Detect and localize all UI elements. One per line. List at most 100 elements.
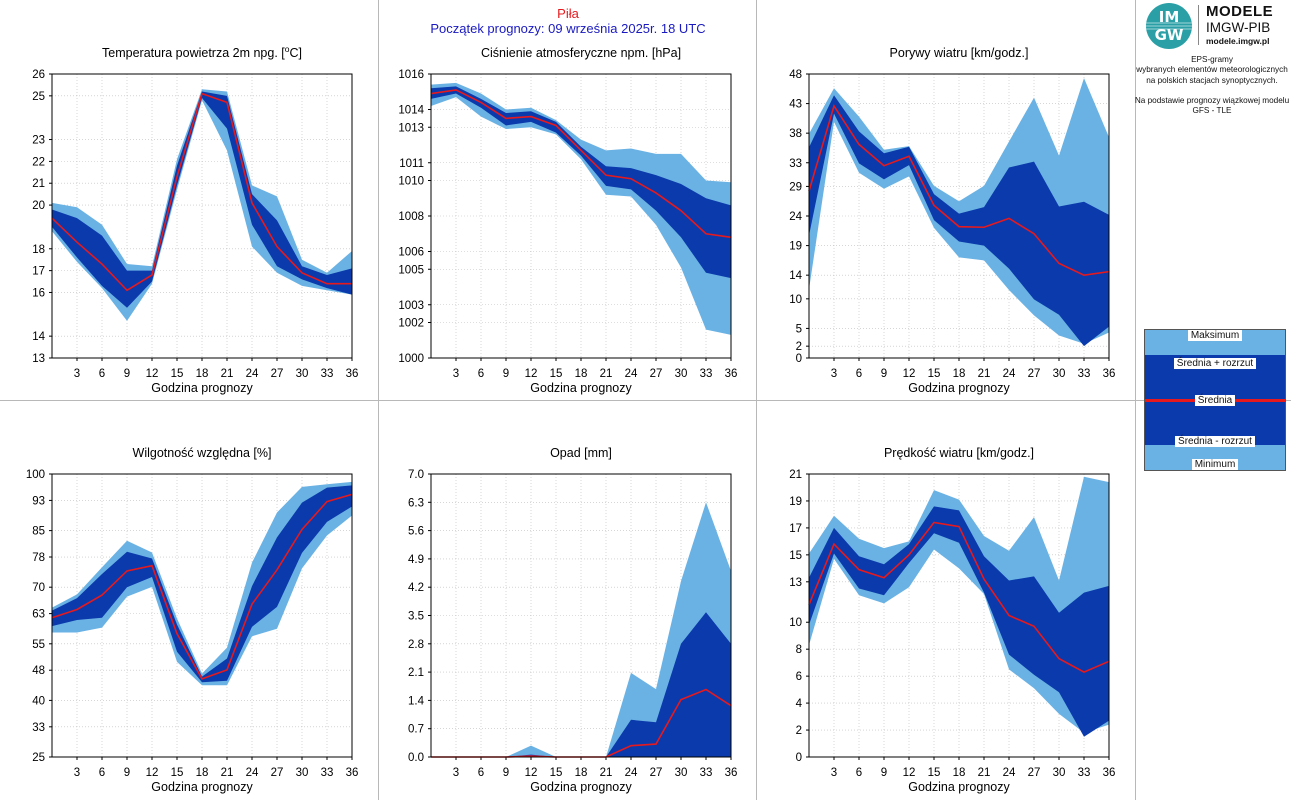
y-tick-label: 1016 xyxy=(398,69,424,81)
pressure-title: Ciśnienie atmosferyczne npm. [hPa] xyxy=(481,46,681,60)
y-tick-label: 5.6 xyxy=(408,526,424,538)
x-tick-label: 21 xyxy=(978,368,991,380)
pressure-spread-band xyxy=(431,86,731,279)
y-tick-label: 10 xyxy=(789,294,802,306)
precipitation-title: Opad [mm] xyxy=(550,446,612,460)
x-tick-label: 18 xyxy=(953,767,966,779)
legend: Maksimum Średnia + rozrzut Średnia Średn… xyxy=(1144,329,1286,471)
humidity-chart: 25 33 40 48 55 63 70 78 85 93 100 3 6 9 12 15 18 21 24 27 30… xyxy=(0,401,378,800)
y-tick-label: 55 xyxy=(32,639,45,651)
x-tick-label: 33 xyxy=(1078,767,1091,779)
y-tick-label: 4.2 xyxy=(408,582,424,594)
temperature-title: Temperatura powietrza 2m npg. [oC] xyxy=(102,44,302,60)
y-tick-label: 13 xyxy=(789,577,802,589)
logo-divider xyxy=(1198,5,1199,45)
x-tick-label: 33 xyxy=(700,767,713,779)
y-tick-label: 23 xyxy=(32,135,45,147)
y-tick-label: 48 xyxy=(789,69,802,81)
x-tick-label: 3 xyxy=(74,767,80,779)
x-tick-label: 27 xyxy=(1028,767,1041,779)
pressure-plot-frame xyxy=(430,73,732,359)
logo-stripes-icon xyxy=(1146,22,1192,30)
humidity-plot-frame xyxy=(51,473,353,758)
y-tick-label: 17 xyxy=(789,523,802,535)
x-tick-label: 9 xyxy=(881,368,887,380)
y-tick-label: 93 xyxy=(32,495,45,507)
x-tick-label: 30 xyxy=(1053,767,1066,779)
temperature-chart: 13 14 16 17 18 20 21 22 23 25 26 3 6 9 12 15 18 21 24 27 30 3… xyxy=(0,0,378,400)
x-tick-label: 3 xyxy=(831,368,837,380)
y-tick-label: 21 xyxy=(32,178,45,190)
x-tick-label: 18 xyxy=(575,368,588,380)
x-tick-label: 3 xyxy=(74,368,80,380)
x-tick-label: 27 xyxy=(650,368,663,380)
x-tick-label: 12 xyxy=(146,767,159,779)
x-tick-label: 21 xyxy=(978,767,991,779)
x-tick-label: 36 xyxy=(346,368,359,380)
y-tick-label: 78 xyxy=(32,552,45,564)
logo-circle: IM GW xyxy=(1146,3,1192,49)
description: EPS-gramy wybranych elementów meteorolog… xyxy=(1134,55,1290,116)
x-tick-label: 9 xyxy=(503,767,509,779)
y-tick-label: 70 xyxy=(32,582,45,594)
logo-link[interactable]: modele.imgw.pl xyxy=(1206,36,1270,46)
description-line5: GFS - TLE xyxy=(1192,106,1232,116)
x-tick-label: 12 xyxy=(903,368,916,380)
y-tick-label: 63 xyxy=(32,609,45,621)
x-tick-label: 36 xyxy=(1103,368,1116,380)
logo-line2: IMGW-PIB xyxy=(1206,20,1271,35)
legend-label-max: Maksimum xyxy=(1145,330,1285,341)
pressure-mean-line xyxy=(430,89,732,239)
y-tick-label: 48 xyxy=(32,665,45,677)
y-tick-label: 14 xyxy=(32,331,45,343)
x-tick-label: 30 xyxy=(675,368,688,380)
x-tick-label: 27 xyxy=(650,767,663,779)
y-tick-label: 33 xyxy=(789,158,802,170)
logo-letters: IM GW xyxy=(1146,9,1192,43)
x-tick-label: 33 xyxy=(700,368,713,380)
y-tick-label: 24 xyxy=(789,211,802,223)
x-tick-label: 33 xyxy=(321,767,334,779)
x-tick-label: 30 xyxy=(296,368,309,380)
x-tick-label: 15 xyxy=(928,767,941,779)
x-tick-label: 3 xyxy=(453,767,459,779)
gusts-x-axis-label: Godzina prognozy xyxy=(908,381,1010,395)
y-tick-label: 10 xyxy=(789,617,802,629)
x-tick-label: 24 xyxy=(246,368,259,380)
humidity-title: Wilgotność względna [%] xyxy=(133,446,272,460)
precipitation-x-axis-label: Godzina prognozy xyxy=(530,780,632,794)
x-tick-label: 6 xyxy=(478,368,484,380)
x-tick-label: 15 xyxy=(171,767,184,779)
precipitation-svg: 0.00.71.42.12.83.54.24.95.66.37.03 6 9 12 15… xyxy=(408,446,737,794)
x-tick-label: 18 xyxy=(953,368,966,380)
description-line2: wybranych elementów meteorologicznych xyxy=(1136,65,1288,75)
y-tick-label: 1006 xyxy=(398,247,424,259)
precipitation-spread-band xyxy=(431,612,731,757)
temperature-spread-band xyxy=(52,91,352,308)
y-tick-label: 15 xyxy=(789,550,802,562)
x-tick-label: 12 xyxy=(903,767,916,779)
x-tick-label: 6 xyxy=(99,368,105,380)
y-tick-label: 38 xyxy=(789,128,802,140)
x-tick-label: 30 xyxy=(1053,368,1066,380)
y-tick-label: 1013 xyxy=(398,122,424,134)
y-tick-label: 19 xyxy=(789,241,802,253)
x-tick-label: 21 xyxy=(600,767,613,779)
x-tick-label: 24 xyxy=(625,368,638,380)
precipitation-chart: 0.0 0.7 1.4 2.1 2.8 3.5 4.2 4.9 5.6 6.3 7.0 3 6 9 12 15… xyxy=(379,401,756,800)
logo-letters-bottom: GW xyxy=(1154,26,1184,44)
y-tick-label: 26 xyxy=(32,69,45,81)
logo-line1: MODELE xyxy=(1206,3,1274,20)
humidity-mean-line xyxy=(51,493,353,680)
temperature-mean-line xyxy=(51,92,352,292)
temperature-plot-frame xyxy=(51,73,353,359)
humidity-spread-band xyxy=(52,485,352,683)
y-tick-label: 5 xyxy=(796,323,802,335)
y-tick-label: 1003 xyxy=(398,300,424,312)
x-tick-label: 36 xyxy=(346,767,359,779)
x-tick-label: 9 xyxy=(124,767,130,779)
gusts-plot-frame xyxy=(808,73,1110,359)
